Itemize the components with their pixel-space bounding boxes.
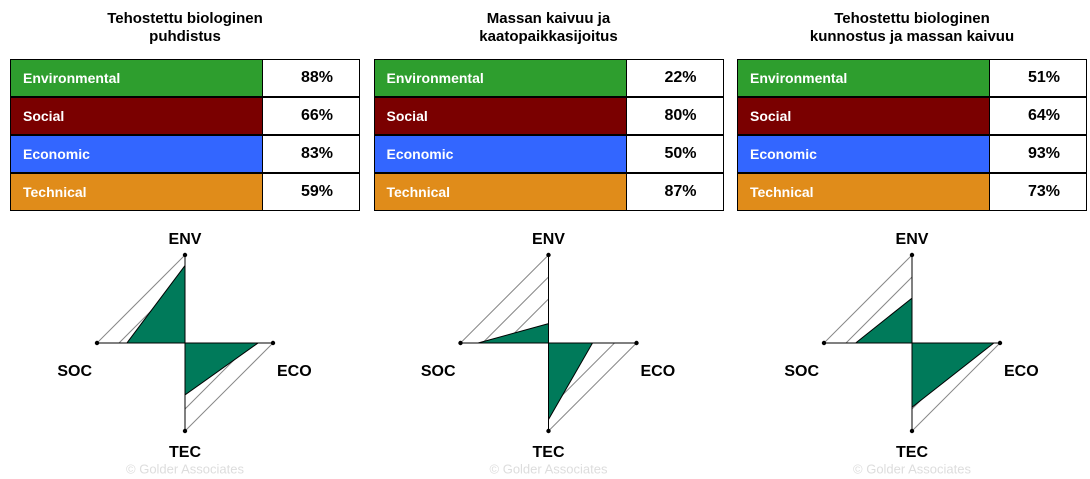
axis-label: ENV: [169, 231, 202, 248]
row-label: Environmental: [373, 59, 627, 97]
axis-label: SOC: [57, 363, 92, 380]
axis-end-dot: [458, 340, 463, 346]
row-label: Environmental: [10, 59, 263, 97]
row-label: Social: [373, 97, 627, 135]
row-label: Economic: [373, 135, 627, 173]
axis-end-dot: [997, 340, 1003, 346]
axis-end-dot: [270, 340, 276, 346]
axis-label: ECO: [277, 363, 312, 380]
row-label: Technical: [10, 173, 263, 211]
row-value: 50%: [625, 135, 724, 173]
row-label: Social: [737, 97, 990, 135]
row-label: Economic: [737, 135, 990, 173]
axis-label: TEC: [533, 444, 565, 461]
axis-label: ECO: [1004, 363, 1039, 380]
row-value: 88%: [262, 59, 360, 97]
row-value: 87%: [625, 173, 724, 211]
row-value: 22%: [625, 59, 724, 97]
panel-title: Tehostettu biologinen kunnostus ja massa…: [809, 10, 1015, 45]
axis-end-dot: [546, 428, 551, 434]
axis-label: ENV: [896, 231, 929, 248]
row-value: 64%: [989, 97, 1087, 135]
row-label: Technical: [737, 173, 990, 211]
row-label: Social: [10, 97, 263, 135]
row-value: 93%: [989, 135, 1087, 173]
axis-label: ECO: [641, 363, 676, 380]
axis-label: SOC: [784, 363, 819, 380]
row-value: 51%: [989, 59, 1087, 97]
radar-area: [477, 322, 594, 422]
axis-end-dot: [182, 428, 188, 434]
watermark: © Golder Associates: [126, 461, 244, 476]
row-value: 83%: [262, 135, 360, 173]
row-label: Technical: [373, 173, 627, 211]
watermark: © Golder Associates: [490, 461, 608, 476]
row-label: Environmental: [737, 59, 990, 97]
axis-label: TEC: [169, 444, 201, 461]
row-label: Economic: [10, 135, 263, 173]
axis-end-dot: [909, 252, 915, 258]
axis-end-dot: [94, 340, 100, 346]
panel-title: Massan kaivuu ja kaatopaikkasijoitus: [479, 10, 618, 45]
panel-title: Tehostettu biologinen puhdistus: [107, 10, 263, 45]
axis-label: TEC: [896, 444, 928, 461]
axis-end-dot: [182, 252, 188, 258]
row-value: 66%: [262, 97, 360, 135]
row-value: 59%: [262, 173, 360, 211]
row-value: 80%: [625, 97, 724, 135]
axis-label: ENV: [532, 231, 565, 248]
watermark: © Golder Associates: [853, 461, 971, 476]
radar-area: [125, 264, 260, 396]
axis-end-dot: [821, 340, 827, 346]
axis-end-dot: [634, 340, 639, 346]
axis-end-dot: [909, 428, 915, 434]
radar-area: [854, 297, 996, 409]
axis-end-dot: [546, 252, 551, 258]
axis-label: SOC: [421, 363, 456, 380]
row-value: 73%: [989, 173, 1087, 211]
